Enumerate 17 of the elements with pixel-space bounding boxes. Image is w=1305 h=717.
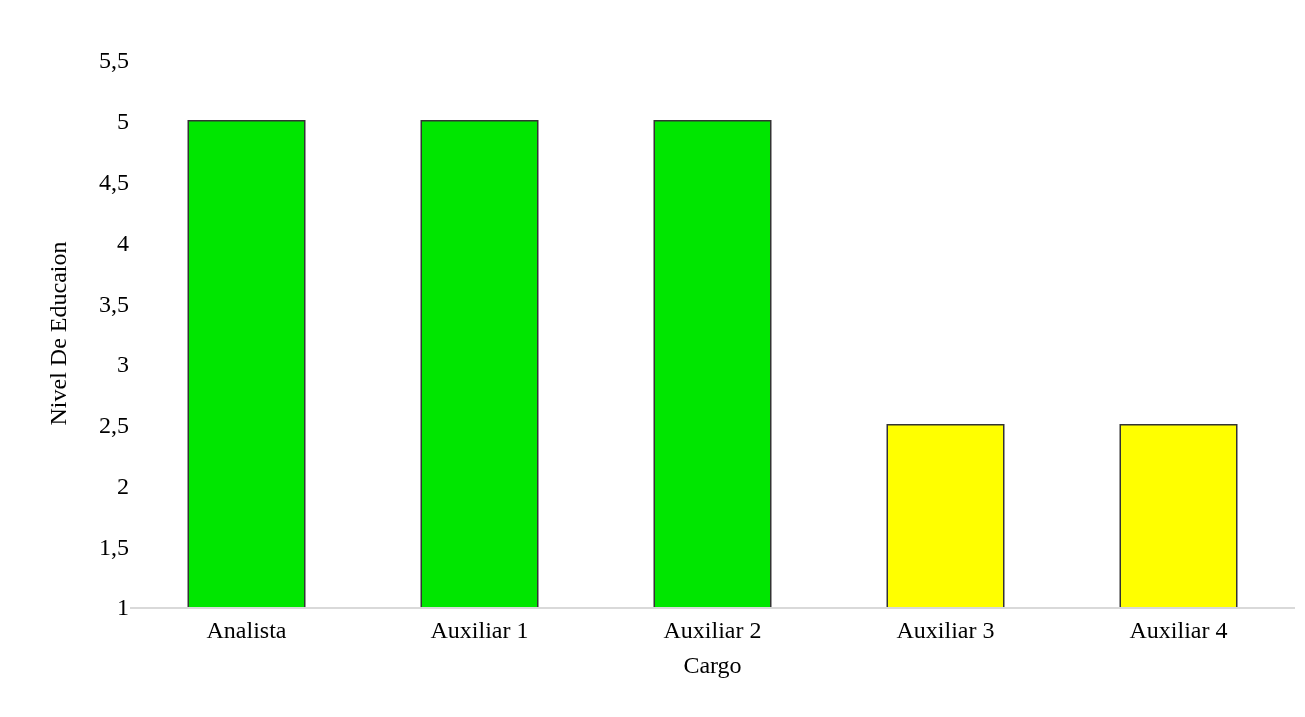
y-tick-label: 2 — [117, 472, 129, 499]
y-tick-label: 1 — [117, 594, 129, 621]
x-tick-label: Auxiliar 1 — [430, 616, 529, 643]
x-axis-title: Cargo — [683, 652, 742, 679]
y-tick-label: 3 — [117, 351, 129, 378]
y-tick-label: 5,5 — [99, 47, 129, 74]
y-tick-label: 2,5 — [99, 412, 129, 439]
x-tick-label: Analista — [206, 616, 287, 643]
y-tick-label: 1,5 — [99, 533, 129, 560]
y-axis-title: Nivel De Educaion — [45, 241, 72, 426]
y-tick-label: 5 — [117, 108, 129, 135]
x-tick-label: Auxiliar 4 — [1129, 616, 1228, 643]
y-tick-label: 4 — [117, 229, 129, 256]
y-tick-label: 3,5 — [99, 290, 129, 317]
y-tick-label: 4,5 — [99, 168, 129, 195]
x-tick-label: Auxiliar 2 — [663, 616, 762, 643]
x-tick-label: Auxiliar 3 — [896, 616, 995, 643]
